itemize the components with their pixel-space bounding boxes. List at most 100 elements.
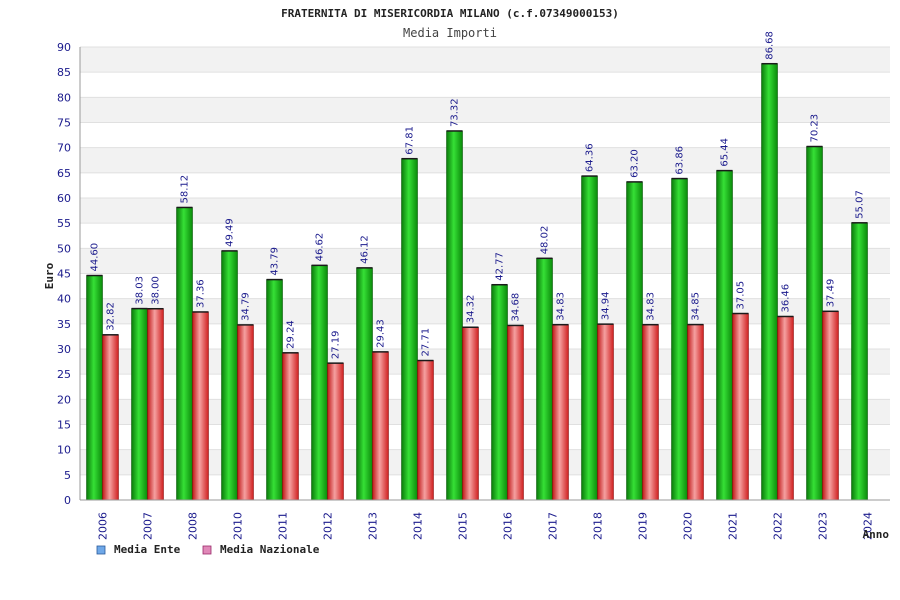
y-axis-title: Euro <box>43 262 56 289</box>
bar-media-ente <box>266 279 283 501</box>
bar-media-nazionale <box>372 351 389 501</box>
bar-media-nazionale <box>597 323 614 501</box>
x-tick-label: 2017 <box>547 512 560 540</box>
x-tick-label: 2015 <box>457 512 470 540</box>
bar-media-nazionale <box>777 316 794 501</box>
bar-media-ente <box>176 207 193 501</box>
data-label: 64.36 <box>585 143 596 172</box>
chart-subtitle: Media Importi <box>403 26 497 40</box>
bar-media-nazionale <box>822 311 839 501</box>
y-tick-label: 75 <box>57 117 71 130</box>
data-label: 34.83 <box>555 292 566 321</box>
y-tick-label: 50 <box>57 242 71 255</box>
grid-band <box>80 223 890 249</box>
data-label: 38.03 <box>135 276 146 305</box>
grid-band <box>80 273 890 299</box>
bar-media-nazionale <box>732 313 749 501</box>
x-tick-label: 2020 <box>682 512 695 540</box>
x-tick-label: 2018 <box>592 512 605 540</box>
data-label: 86.68 <box>765 31 776 60</box>
bar-media-ente <box>491 284 508 501</box>
data-label: 46.62 <box>315 233 326 262</box>
bar-media-ente <box>851 222 868 501</box>
y-tick-label: 70 <box>57 142 71 155</box>
bar-media-ente <box>806 146 823 501</box>
y-axis-ticks: 0 5 10 15 20 25 30 35 40 45 50 55 60 65 70 75 80 85 90 <box>57 41 71 507</box>
bar-media-nazionale <box>192 311 209 501</box>
y-tick-label: 5 <box>64 469 71 482</box>
x-tick-label: 2014 <box>412 512 425 540</box>
y-tick-label: 45 <box>57 268 71 281</box>
bar-media-ente <box>356 267 373 501</box>
bar-media-ente <box>131 308 148 501</box>
y-tick-label: 40 <box>57 293 71 306</box>
data-label: 42.77 <box>495 252 506 281</box>
data-label: 73.32 <box>450 98 461 127</box>
data-label: 43.79 <box>270 247 281 276</box>
bar-media-nazionale <box>102 334 119 501</box>
y-tick-label: 10 <box>57 444 71 457</box>
bar-media-ente <box>671 178 688 501</box>
y-tick-label: 90 <box>57 41 71 54</box>
x-tick-label: 2007 <box>142 512 155 540</box>
grid-band <box>80 449 890 475</box>
y-tick-label: 0 <box>64 494 71 507</box>
grid-band <box>80 474 890 500</box>
grid <box>80 46 890 501</box>
data-label: 29.24 <box>285 320 296 349</box>
legend-label-media-nazionale: Media Nazionale <box>220 543 320 556</box>
bar-media-ente <box>716 170 733 501</box>
data-label: 63.20 <box>630 149 641 178</box>
x-tick-label: 2011 <box>277 512 290 540</box>
grid-band <box>80 172 890 198</box>
chart-title: FRATERNITA DI MISERICORDIA MILANO (c.f.0… <box>281 7 619 20</box>
data-label: 67.81 <box>405 126 416 155</box>
data-labels: 44.60 32.82 38.03 38.00 58.12 37.36 49.49 34.79… <box>90 31 866 359</box>
data-label: 49.49 <box>225 218 236 247</box>
data-label: 34.32 <box>465 295 476 324</box>
grid-band <box>80 198 890 224</box>
grid-band <box>80 47 890 73</box>
bar-media-ente <box>536 257 553 501</box>
bar-media-ente <box>626 181 643 501</box>
x-tick-label: 2012 <box>322 512 335 540</box>
grid-band <box>80 424 890 450</box>
data-label: 58.12 <box>180 175 191 204</box>
x-axis-ticks: 2006 2007 2008 2010 2011 2012 2013 2014 2015 2016… <box>97 512 875 540</box>
legend: Media Ente Media Nazionale <box>96 543 320 556</box>
bar-media-ente <box>86 275 103 501</box>
data-label: 37.05 <box>735 281 746 310</box>
data-label: 34.85 <box>690 292 701 321</box>
y-tick-label: 25 <box>57 368 71 381</box>
data-label: 29.43 <box>375 319 386 348</box>
x-tick-label: 2013 <box>367 512 380 540</box>
x-tick-label: 2021 <box>727 512 740 540</box>
x-tick-label: 2008 <box>187 512 200 540</box>
bar-media-nazionale <box>552 324 569 501</box>
bar-media-ente <box>761 63 778 501</box>
bar-media-ente <box>581 175 598 501</box>
y-tick-label: 85 <box>57 66 71 79</box>
data-label: 38.00 <box>150 276 161 305</box>
data-label: 55.07 <box>855 190 866 219</box>
grid-band <box>80 122 890 148</box>
legend-swatch-media-ente <box>96 545 106 555</box>
bar-media-nazionale <box>417 360 434 501</box>
bar-media-nazionale <box>147 308 164 501</box>
legend-swatch-media-nazionale <box>202 545 212 555</box>
data-label: 44.60 <box>90 243 101 272</box>
bar-media-nazionale <box>282 352 299 501</box>
y-tick-label: 55 <box>57 217 71 230</box>
data-label: 36.46 <box>780 284 791 313</box>
x-tick-label: 2023 <box>817 512 830 540</box>
grid-band <box>80 298 890 324</box>
bar-media-nazionale <box>642 324 659 501</box>
x-tick-label: 2019 <box>637 512 650 540</box>
x-tick-label: 2006 <box>97 512 110 540</box>
data-label: 70.23 <box>810 114 821 143</box>
data-label: 34.94 <box>600 291 611 320</box>
bar-media-ente <box>311 265 328 501</box>
grid-band <box>80 72 890 98</box>
bars <box>86 62 868 501</box>
